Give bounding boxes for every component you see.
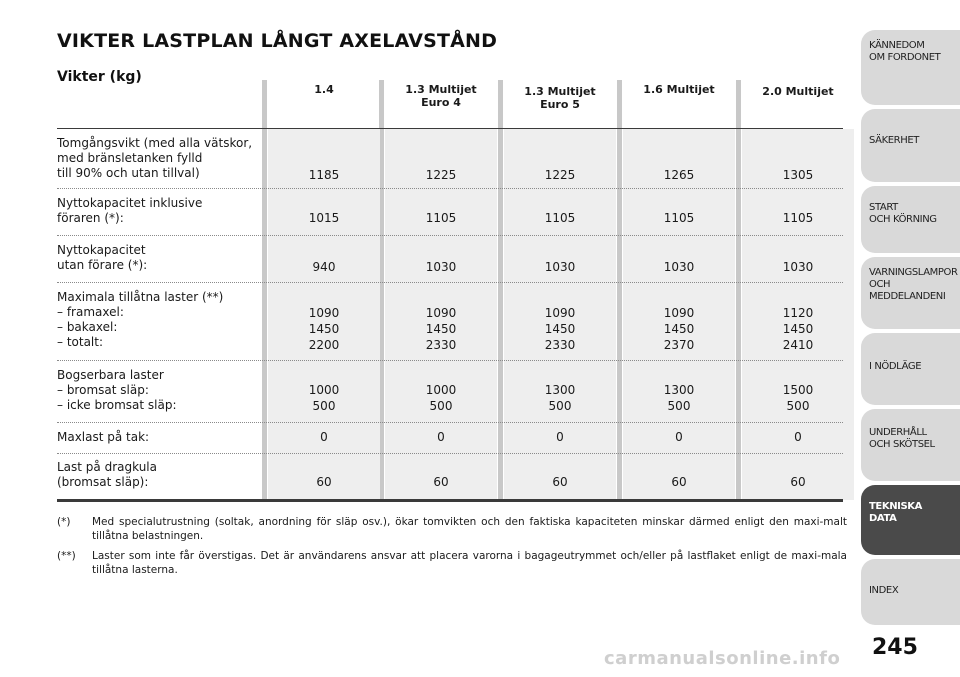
table-cell: 1030 bbox=[544, 260, 576, 274]
row-separator bbox=[57, 453, 843, 454]
table-cell: 1030 bbox=[663, 260, 695, 274]
table-cell: 1105 bbox=[782, 211, 814, 225]
table-cell: 60 bbox=[433, 475, 449, 489]
table-cell: 0 bbox=[556, 430, 564, 444]
column-1-3-multijet-euro-4: 1.3 Multijet Euro 4 1225 1105 1030 1090 … bbox=[385, 80, 497, 500]
tab-index[interactable]: INDEX bbox=[861, 559, 960, 625]
footnote-mark: (**) bbox=[57, 550, 76, 562]
table-cell: 1015 bbox=[308, 211, 340, 225]
row-label: Nyttokapacitet inklusive föraren (*): bbox=[57, 196, 203, 225]
table-cell: 1225 bbox=[544, 168, 576, 182]
column-divider bbox=[379, 80, 384, 500]
table-cell: 60 bbox=[671, 475, 687, 489]
tab-underhall-och-skotsel[interactable]: UNDERHÅLL OCH SKÖTSEL bbox=[861, 409, 960, 481]
table-bottom-rule bbox=[57, 499, 843, 502]
table-cell: 1000 500 bbox=[308, 383, 340, 413]
tab-start-och-korning[interactable]: START OCH KÖRNING bbox=[861, 186, 960, 253]
column-divider bbox=[617, 80, 622, 500]
row-separator bbox=[57, 422, 843, 423]
column-cells: 1265 1105 1030 1090 1450 2370 1300 500 0… bbox=[623, 129, 735, 500]
table-cell: 1300 500 bbox=[663, 383, 695, 413]
footnote: (*) Med specialutrustning (soltak, anord… bbox=[57, 515, 847, 543]
table-cell: 1090 1450 2370 bbox=[663, 306, 695, 352]
row-label: Maxlast på tak: bbox=[57, 430, 150, 444]
table-cell: 1185 bbox=[308, 168, 340, 182]
table-cell: 1300 500 bbox=[544, 383, 576, 413]
column-header: 1.6 Multijet bbox=[643, 83, 715, 96]
column-cells: 1185 1015 940 1090 1450 2200 1000 500 0 … bbox=[268, 129, 380, 500]
column-1-6-multijet: 1.6 Multijet 1265 1105 1030 1090 1450 23… bbox=[623, 80, 735, 500]
row-label: Bogserbara laster – bromsat släp: – icke… bbox=[57, 368, 177, 412]
column-header: 1.3 Multijet Euro 5 bbox=[524, 85, 596, 111]
row-label: Maximala tillåtna laster (**) – framaxel… bbox=[57, 290, 224, 349]
table-cell: 0 bbox=[320, 430, 328, 444]
column-cells: 1305 1105 1030 1120 1450 2410 1500 500 0… bbox=[742, 129, 854, 500]
table-cell: 1090 1450 2330 bbox=[425, 306, 457, 352]
table-cell: 1090 1450 2330 bbox=[544, 306, 576, 352]
row-separator bbox=[57, 235, 843, 236]
footnote: (**) Laster som inte får överstigas. Det… bbox=[57, 549, 847, 577]
tab-sakerhet[interactable]: SÄKERHET bbox=[861, 109, 960, 182]
column-divider bbox=[736, 80, 741, 500]
header-rule bbox=[57, 128, 843, 129]
row-separator bbox=[57, 360, 843, 361]
tab-i-nodlage[interactable]: I NÖDLÄGE bbox=[861, 333, 960, 405]
column-divider bbox=[262, 80, 267, 500]
table-cell: 1225 bbox=[425, 168, 457, 182]
table-cell: 1090 1450 2200 bbox=[308, 306, 340, 352]
page-title: VIKTER LASTPLAN LÅNGT AXELAVSTÅND bbox=[57, 30, 498, 52]
column-1-3-multijet-euro-5: 1.3 Multijet Euro 5 1225 1105 1030 1090 … bbox=[504, 80, 616, 500]
tab-varningslampor[interactable]: VARNINGSLAMPOR OCH MEDDELANDENI bbox=[861, 257, 960, 329]
column-header: 2.0 Multijet bbox=[762, 85, 834, 98]
tab-tekniska-data[interactable]: TEKNISKA DATA bbox=[861, 485, 960, 555]
column-1-4: 1.4 1185 1015 940 1090 1450 2200 1000 50… bbox=[268, 80, 380, 500]
table-cell: 1105 bbox=[425, 211, 457, 225]
table-cell: 0 bbox=[675, 430, 683, 444]
column-cells: 1225 1105 1030 1090 1450 2330 1300 500 0… bbox=[504, 129, 616, 500]
column-header: 1.4 bbox=[314, 83, 334, 96]
table-cell: 1105 bbox=[544, 211, 576, 225]
row-label: Nyttokapacitet utan förare (*): bbox=[57, 243, 148, 272]
table-cell: 0 bbox=[437, 430, 445, 444]
table-cell: 60 bbox=[316, 475, 332, 489]
table-cell: 60 bbox=[790, 475, 806, 489]
table-cell: 60 bbox=[552, 475, 568, 489]
table-cell: 1305 bbox=[782, 168, 814, 182]
footnote-mark: (*) bbox=[57, 516, 71, 528]
table-cell: 0 bbox=[794, 430, 802, 444]
row-label: Tomgångsvikt (med alla vätskor, med brän… bbox=[57, 136, 253, 180]
table-cell: 940 bbox=[312, 260, 336, 274]
column-cells: 1225 1105 1030 1090 1450 2330 1000 500 0… bbox=[385, 129, 497, 500]
watermark: carmanualsonline.info bbox=[604, 648, 841, 669]
table-heading: Vikter (kg) bbox=[57, 69, 142, 85]
column-2-0-multijet: 2.0 Multijet 1305 1105 1030 1120 1450 24… bbox=[742, 80, 854, 500]
row-separator bbox=[57, 188, 843, 189]
tab-kannedom-om-fordonet[interactable]: KÄNNEDOM OM FORDONET bbox=[861, 30, 960, 105]
table-cell: 1265 bbox=[663, 168, 695, 182]
footnote-text: Med specialutrustning (soltak, anordning… bbox=[92, 516, 847, 542]
footnote-text: Laster som inte får överstigas. Det är a… bbox=[92, 550, 847, 576]
table-cell: 1030 bbox=[425, 260, 457, 274]
table-cell: 1500 500 bbox=[782, 383, 814, 413]
row-separator bbox=[57, 282, 843, 283]
table-cell: 1030 bbox=[782, 260, 814, 274]
table-cell: 1000 500 bbox=[425, 383, 457, 413]
table-cell: 1105 bbox=[663, 211, 695, 225]
table-cell: 1120 1450 2410 bbox=[782, 306, 814, 352]
row-label: Last på dragkula (bromsat släp): bbox=[57, 460, 157, 489]
page-number: 245 bbox=[872, 635, 918, 660]
column-divider bbox=[498, 80, 503, 500]
column-header: 1.3 Multijet Euro 4 bbox=[405, 83, 477, 109]
